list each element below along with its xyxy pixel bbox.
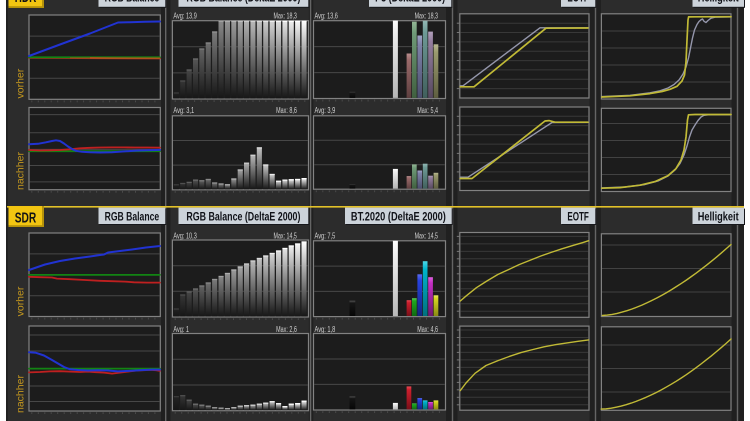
svg-text:Avg: 3,9: Avg: 3,9: [315, 106, 336, 115]
svg-text:Avg: 13,9: Avg: 13,9: [173, 12, 197, 21]
svg-text:RGB Balance (DeltaE 2000): RGB Balance (DeltaE 2000): [186, 209, 300, 223]
svg-text:Helligkeit: Helligkeit: [698, 0, 739, 5]
svg-text:P3 (DeltaE 2000): P3 (DeltaE 2000): [375, 0, 445, 5]
svg-text:nachher: nachher: [14, 152, 26, 190]
svg-text:Max: 2,6: Max: 2,6: [276, 325, 297, 334]
svg-text:EOTF: EOTF: [567, 209, 589, 223]
svg-text:RGB Balance (DeltaE 2000): RGB Balance (DeltaE 2000): [186, 0, 300, 5]
svg-text:Max: 4,6: Max: 4,6: [417, 325, 438, 334]
svg-text:HDR: HDR: [15, 0, 37, 6]
svg-text:RGB Balance: RGB Balance: [105, 0, 160, 5]
svg-text:Max: 5,4: Max: 5,4: [417, 106, 438, 115]
svg-text:Max: 18,3: Max: 18,3: [415, 12, 439, 21]
svg-text:Max: 14,5: Max: 14,5: [274, 231, 298, 240]
svg-text:Max: 14,5: Max: 14,5: [415, 231, 439, 240]
svg-text:BT.2020 (DeltaE 2000): BT.2020 (DeltaE 2000): [351, 209, 446, 223]
svg-text:Avg: 1: Avg: 1: [173, 325, 189, 334]
svg-text:SDR: SDR: [15, 209, 37, 226]
svg-text:vorher: vorher: [14, 68, 26, 98]
svg-text:vorher: vorher: [14, 286, 26, 316]
svg-text:Avg: 1,8: Avg: 1,8: [315, 325, 336, 334]
svg-text:RGB Balance: RGB Balance: [105, 209, 160, 223]
svg-text:Avg: 13,6: Avg: 13,6: [315, 12, 339, 21]
svg-text:Max: 8,6: Max: 8,6: [276, 106, 297, 115]
svg-text:nachher: nachher: [14, 375, 26, 413]
svg-text:EOTF: EOTF: [567, 0, 589, 5]
svg-text:Avg: 7,5: Avg: 7,5: [315, 231, 336, 240]
svg-text:Max: 18,3: Max: 18,3: [274, 12, 298, 21]
svg-text:Helligkeit: Helligkeit: [698, 209, 739, 223]
svg-text:Avg: 10,3: Avg: 10,3: [173, 231, 197, 240]
svg-text:Avg: 3,1: Avg: 3,1: [173, 106, 194, 115]
